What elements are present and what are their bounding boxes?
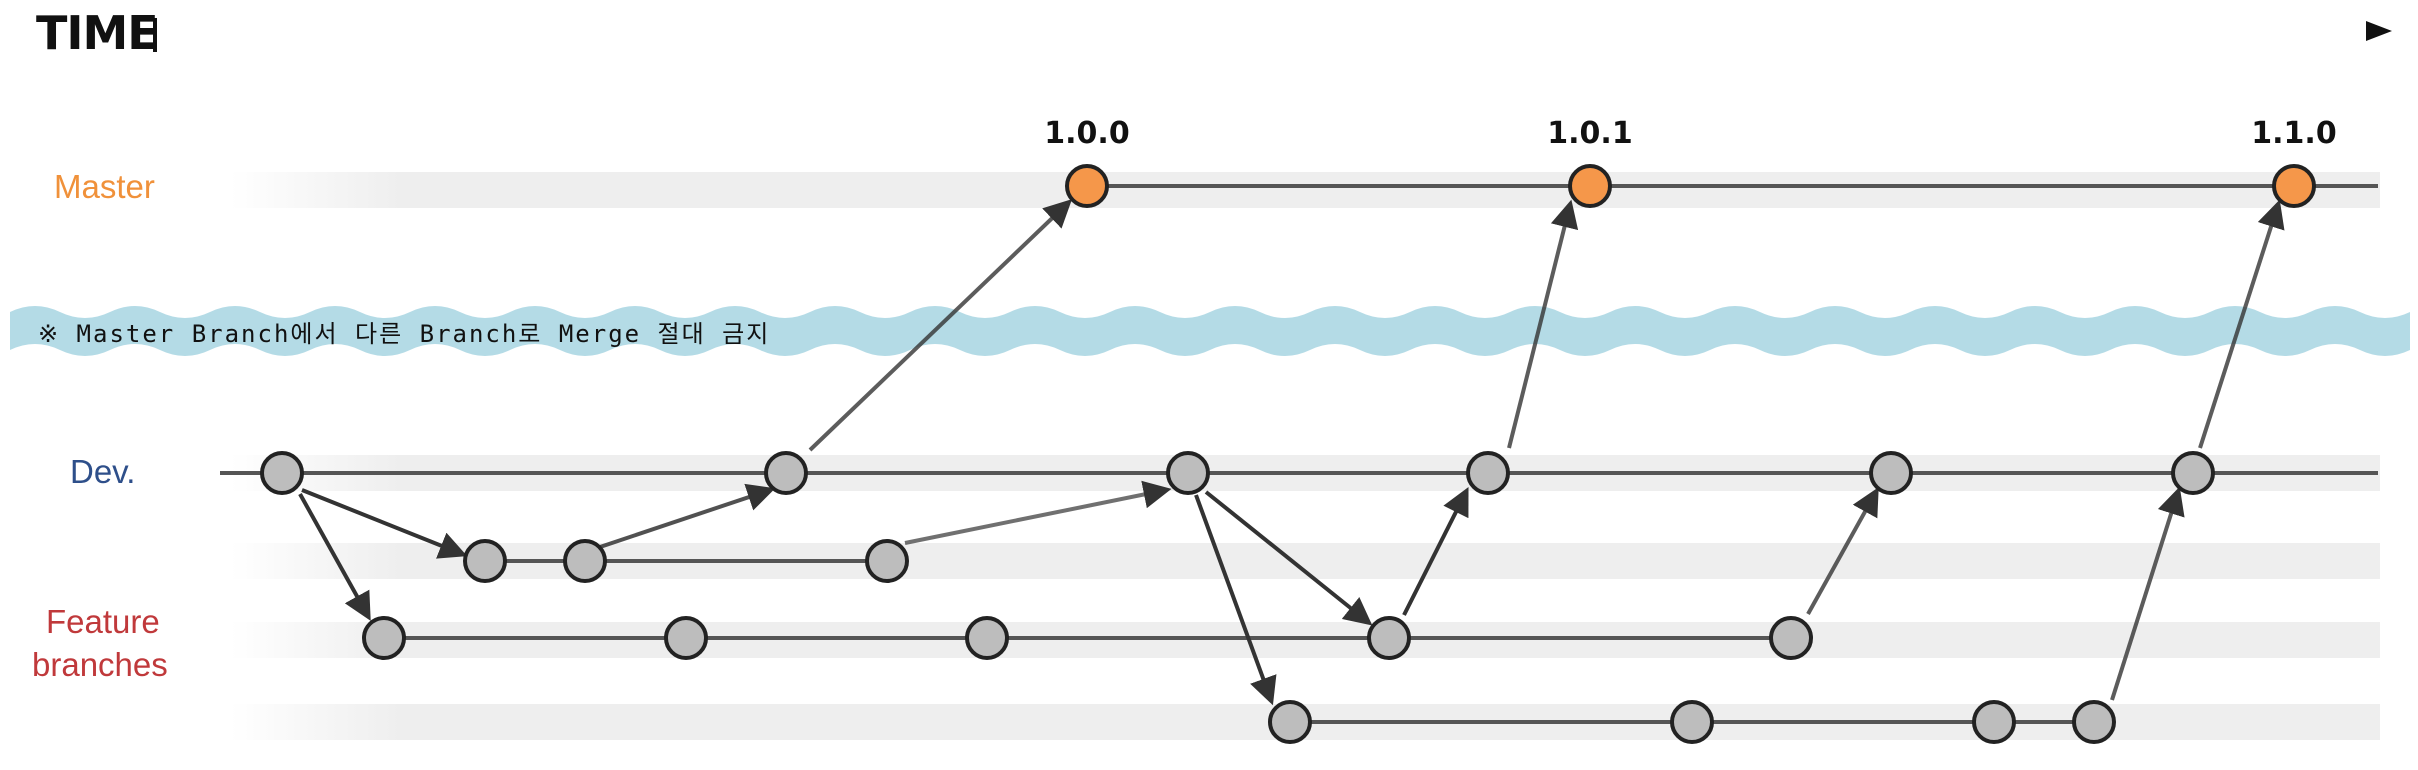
arrow-feature3-to-dev (2110, 486, 2185, 701)
version-label-1: 1.0.0 (1044, 116, 1129, 151)
dev-commit-5 (1869, 451, 1913, 495)
feature2-commit-5 (1769, 616, 1813, 660)
release-node-1-1-0 (2272, 164, 2316, 208)
version-labels: 1.0.0 1.0.1 1.1.0 (1044, 116, 2336, 151)
merge-warning-notice: ※ Master Branch에서 다른 Branch로 Merge 절대 금지 (38, 320, 771, 348)
time-axis (153, 18, 2392, 52)
arrow-dev-to-master-110 (2198, 199, 2285, 449)
lane-tracks (230, 172, 2380, 740)
master-lane-label: Master (54, 168, 155, 205)
arrow-feature1-to-dev-2 (904, 480, 1172, 545)
arrow-dev-to-feature2b (1204, 490, 1373, 626)
feature3-commit-2 (1670, 700, 1714, 744)
feature1-commit-2 (563, 539, 607, 583)
dev-lane-label: Dev. (70, 453, 136, 490)
arrow-feature1-to-dev (599, 483, 776, 549)
feature3-commit-3 (1972, 700, 2016, 744)
arrow-feature2-to-dev-2 (1806, 487, 1879, 615)
arrow-dev-to-feature2 (298, 493, 371, 621)
version-label-2: 1.0.1 (1547, 116, 1632, 151)
arrow-dev-to-master-100 (808, 199, 1073, 452)
release-node-1-0-1 (1568, 164, 1612, 208)
arrow-feature2-to-dev (1402, 486, 1469, 616)
dev-commit-4 (1466, 451, 1510, 495)
commit-nodes (260, 451, 2215, 744)
feature2-commit-1 (362, 616, 406, 660)
feature3-commit-1 (1268, 700, 1312, 744)
notice-band (10, 306, 2410, 356)
feature2-commit-4 (1367, 616, 1411, 660)
merge-arrows (298, 199, 2285, 706)
feature-lane-label-line1: Feature (46, 603, 160, 640)
release-nodes (1065, 164, 2316, 208)
dev-commit-2 (764, 451, 808, 495)
version-label-3: 1.1.0 (2251, 116, 2336, 151)
dev-commit-1 (260, 451, 304, 495)
arrow-dev-to-feature1 (301, 488, 468, 559)
arrow-dev-to-feature3 (1194, 494, 1277, 706)
feature-lane-label-line2: branches (32, 646, 168, 683)
arrow-dev-to-master-101 (1507, 199, 1579, 449)
feature2-commit-2 (664, 616, 708, 660)
release-node-1-0-0 (1065, 164, 1109, 208)
feature1-commit-3 (865, 539, 909, 583)
feature3-commit-4 (2072, 700, 2116, 744)
time-label: TIME (36, 6, 159, 60)
dev-commit-6 (2171, 451, 2215, 495)
feature1-commit-1 (463, 539, 507, 583)
dev-commit-3 (1166, 451, 1210, 495)
feature2-commit-3 (965, 616, 1009, 660)
